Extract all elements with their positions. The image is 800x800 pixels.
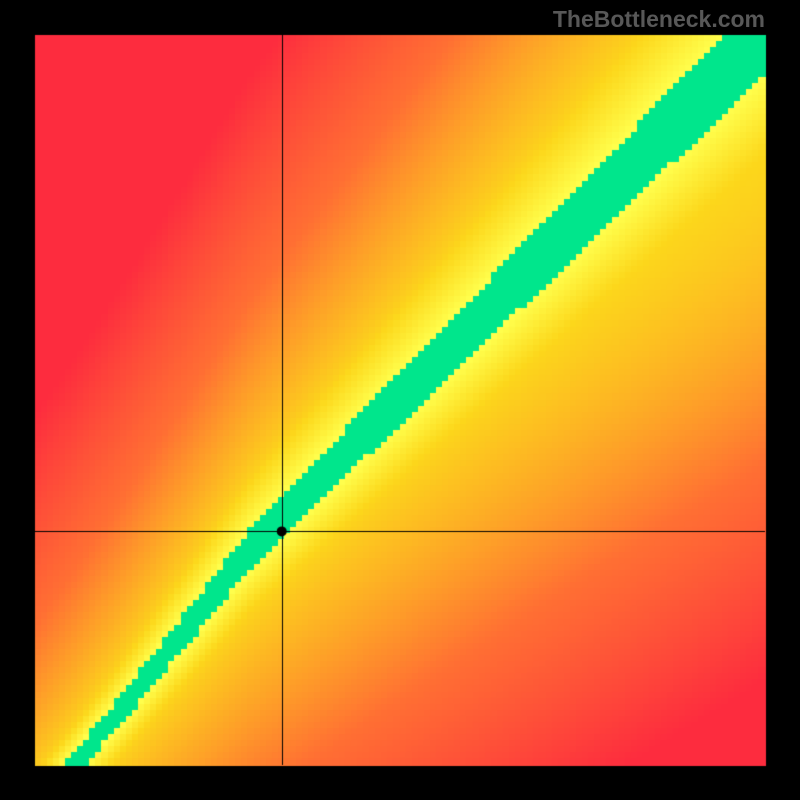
chart-container: TheBottleneck.com bbox=[0, 0, 800, 800]
watermark-text: TheBottleneck.com bbox=[553, 6, 765, 33]
bottleneck-heatmap bbox=[0, 0, 800, 800]
